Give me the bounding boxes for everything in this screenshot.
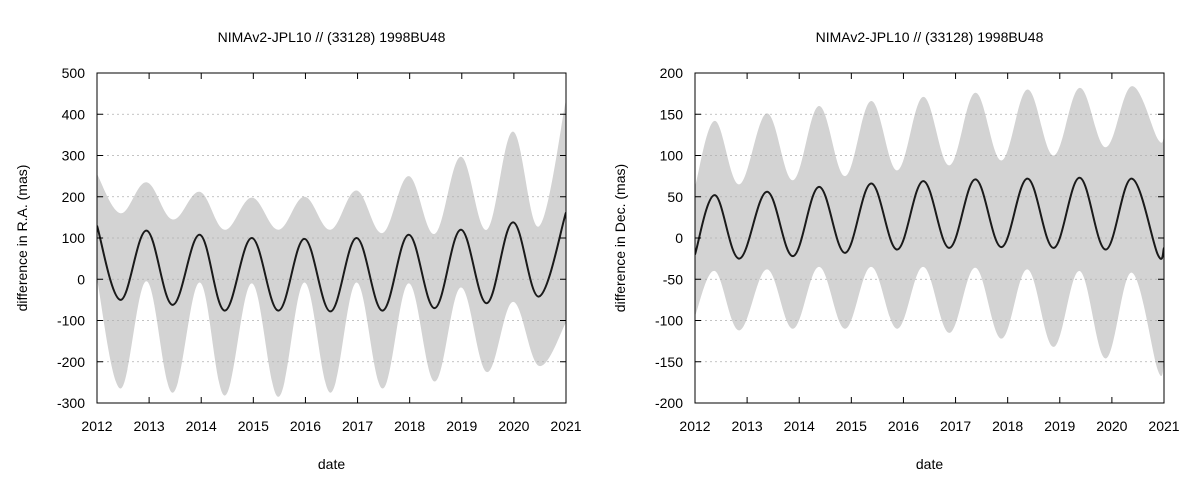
x-tick-label: 2017 [940,418,971,434]
x-tick-label: 2019 [1044,418,1075,434]
x-tick-label: 2015 [238,418,269,434]
x-tick-label: 2021 [550,418,581,434]
chart-dec: NIMAv2-JPL10 // (33128) 1998BU48 date di… [612,29,1180,472]
y-tick-label: 100 [62,230,86,246]
y-axis-label: difference in Dec. (mas) [612,164,628,312]
y-tick-label: -200 [57,354,85,370]
x-tick-label: 2019 [446,418,477,434]
y-tick-label: 200 [660,65,684,81]
x-tick-label: 2016 [290,418,321,434]
y-axis-label: difference in R.A. (mas) [14,165,30,312]
x-axis-label: date [916,456,943,472]
y-tick-label: 300 [62,148,86,164]
chart-ra: NIMAv2-JPL10 // (33128) 1998BU48 date di… [14,29,582,472]
x-tick-label: 2013 [134,418,165,434]
x-tick-label: 2013 [732,418,763,434]
y-tick-label: 500 [62,65,86,81]
y-tick-label: 0 [77,271,85,287]
x-tick-label: 2021 [1148,418,1179,434]
uncertainty-band [695,86,1164,377]
x-tick-label: 2018 [992,418,1023,434]
y-tick-label: 200 [62,189,86,205]
difference-line [695,176,1164,260]
y-tick-label: -200 [655,395,683,411]
x-tick-label: 2016 [888,418,919,434]
y-tick-label: -300 [57,395,85,411]
y-tick-label: -100 [57,313,85,329]
x-tick-label: 2015 [836,418,867,434]
uncertainty-band [97,99,566,397]
x-tick-label: 2017 [342,418,373,434]
y-tick-label: -100 [655,313,683,329]
y-tick-label: -150 [655,354,683,370]
difference-line [97,212,566,313]
x-tick-label: 2014 [784,418,815,434]
y-tick-label: 50 [667,189,683,205]
y-tick-label: -50 [663,271,683,287]
chart-title: NIMAv2-JPL10 // (33128) 1998BU48 [218,29,446,45]
y-tick-label: 0 [675,230,683,246]
x-tick-label: 2020 [1096,418,1127,434]
x-tick-label: 2018 [394,418,425,434]
x-axis-label: date [318,456,345,472]
x-tick-label: 2014 [186,418,217,434]
y-tick-label: 150 [660,106,684,122]
chart-title: NIMAv2-JPL10 // (33128) 1998BU48 [816,29,1044,45]
y-tick-label: 400 [62,106,86,122]
x-tick-label: 2020 [498,418,529,434]
x-tick-label: 2012 [81,418,112,434]
x-tick-label: 2012 [679,418,710,434]
y-tick-label: 100 [660,148,684,164]
